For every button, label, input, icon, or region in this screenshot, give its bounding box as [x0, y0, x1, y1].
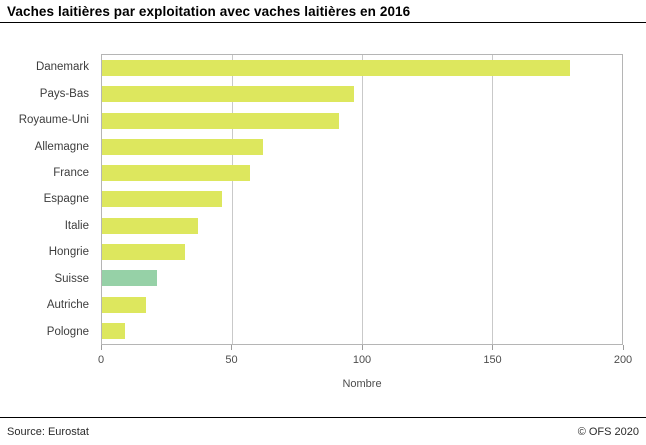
bar-row: [102, 239, 622, 265]
y-label-row: Espagne: [0, 186, 95, 212]
y-axis-label: Allemagne: [34, 140, 89, 153]
x-tick-mark: [361, 345, 363, 350]
bar-suisse: [102, 270, 157, 287]
x-tick-mark: [622, 345, 624, 350]
bar-pays-bas: [102, 86, 355, 103]
bar-row: [102, 291, 622, 317]
bar-row: [102, 265, 622, 291]
x-tick-mark: [231, 345, 232, 350]
bar-autriche: [102, 296, 147, 313]
y-label-row: Autriche: [0, 292, 95, 318]
y-axis-label: Espagne: [43, 193, 89, 206]
y-axis-labels: Danemark Pays-Bas Royaume-Uni Allemagne Fran…: [0, 54, 95, 345]
gridline: [362, 55, 363, 344]
gridline: [492, 55, 493, 344]
y-label-row: Allemagne: [0, 133, 95, 159]
plot-area: [101, 54, 623, 345]
x-tick-label: 50: [225, 354, 238, 366]
y-label-row: Pays-Bas: [0, 80, 95, 106]
bar-rows: [102, 55, 622, 344]
gridline: [232, 55, 233, 344]
x-axis: 0 50 100 150 200 Nombre: [97, 345, 632, 393]
footer-divider: [0, 417, 646, 418]
bar-row: [102, 81, 622, 107]
y-axis-label: Autriche: [46, 299, 89, 312]
y-label-row: Italie: [0, 213, 95, 239]
chart-title: Vaches laitières par exploitation avec v…: [7, 4, 411, 19]
bar-italie: [102, 217, 199, 234]
bar-france: [102, 165, 251, 182]
y-axis-label: Suisse: [54, 272, 89, 285]
copyright-label: © OFS 2020: [577, 426, 639, 438]
y-label-row: Pologne: [0, 319, 95, 345]
bar-row: [102, 213, 622, 239]
x-tick-mark: [492, 345, 493, 350]
y-axis-label: Danemark: [35, 61, 89, 74]
y-label-row: France: [0, 160, 95, 186]
y-axis-label: Royaume-Uni: [18, 114, 89, 127]
y-axis-label: Italie: [64, 219, 89, 232]
x-tick-label: 150: [483, 354, 502, 366]
y-label-row: Suisse: [0, 266, 95, 292]
title-divider: [0, 22, 646, 23]
y-axis-label: Hongrie: [48, 246, 89, 259]
bar-allemagne: [102, 138, 264, 155]
x-tick-label: 0: [97, 354, 105, 366]
y-label-row: Royaume-Uni: [0, 107, 95, 133]
x-tick-label: 200: [613, 354, 633, 366]
bar-row: [102, 108, 622, 134]
bar-row: [102, 160, 622, 186]
bar-hongrie: [102, 243, 186, 260]
bar-danemark: [102, 60, 570, 77]
bar-row: [102, 134, 622, 160]
bar-row: [102, 55, 622, 81]
x-tick-label: 100: [352, 354, 372, 366]
source-label: Source: Eurostat: [7, 426, 89, 438]
x-tick-mark: [100, 345, 102, 350]
y-axis-label: Pays-Bas: [39, 87, 89, 100]
y-label-row: Danemark: [0, 54, 95, 80]
bar-row: [102, 318, 622, 344]
y-axis-label: France: [53, 167, 89, 180]
bar-pologne: [102, 322, 126, 339]
y-label-row: Hongrie: [0, 239, 95, 265]
x-axis-title: Nombre: [342, 378, 382, 390]
bar-royaume-uni: [102, 112, 339, 129]
y-axis-label: Pologne: [46, 325, 89, 338]
bar-row: [102, 186, 622, 212]
bar-espagne: [102, 191, 222, 208]
